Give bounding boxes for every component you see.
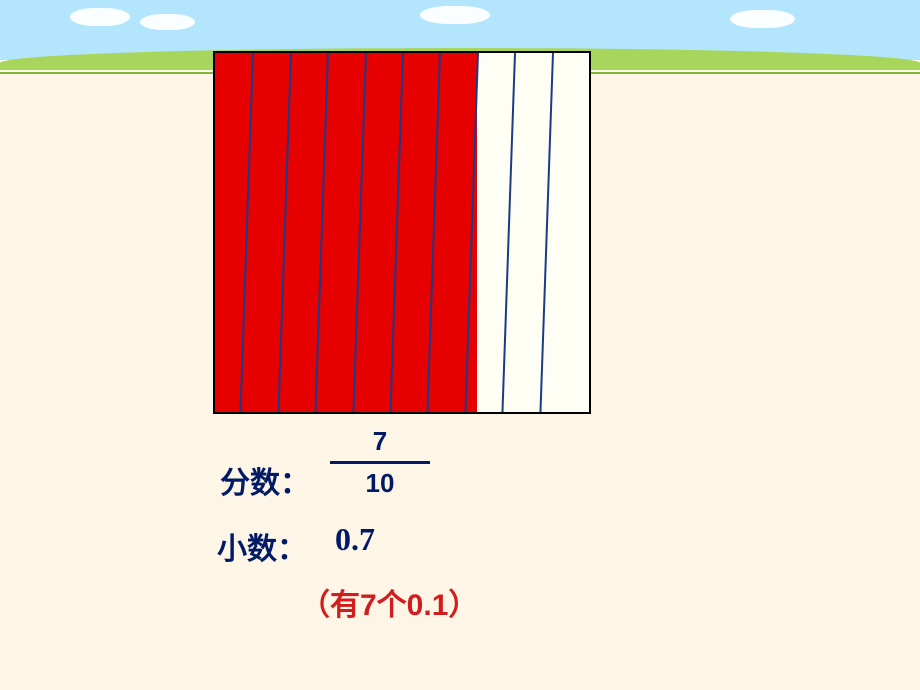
cloud	[730, 10, 795, 28]
note-text: （有7个0.1）	[300, 580, 478, 624]
cloud	[140, 14, 195, 30]
fraction-bar-diagram	[213, 51, 591, 414]
fraction-denominator: 10	[366, 468, 395, 499]
fraction-numerator: 7	[373, 426, 387, 457]
fraction-label: 分数：	[220, 458, 310, 502]
fraction-value: 7 10	[330, 426, 430, 499]
decimal-label: 小数：	[217, 524, 307, 568]
cloud	[70, 8, 130, 26]
fraction-line	[330, 461, 430, 464]
cloud	[420, 6, 490, 24]
decimal-value: 0.7	[335, 521, 375, 558]
bar-empty	[552, 53, 589, 412]
